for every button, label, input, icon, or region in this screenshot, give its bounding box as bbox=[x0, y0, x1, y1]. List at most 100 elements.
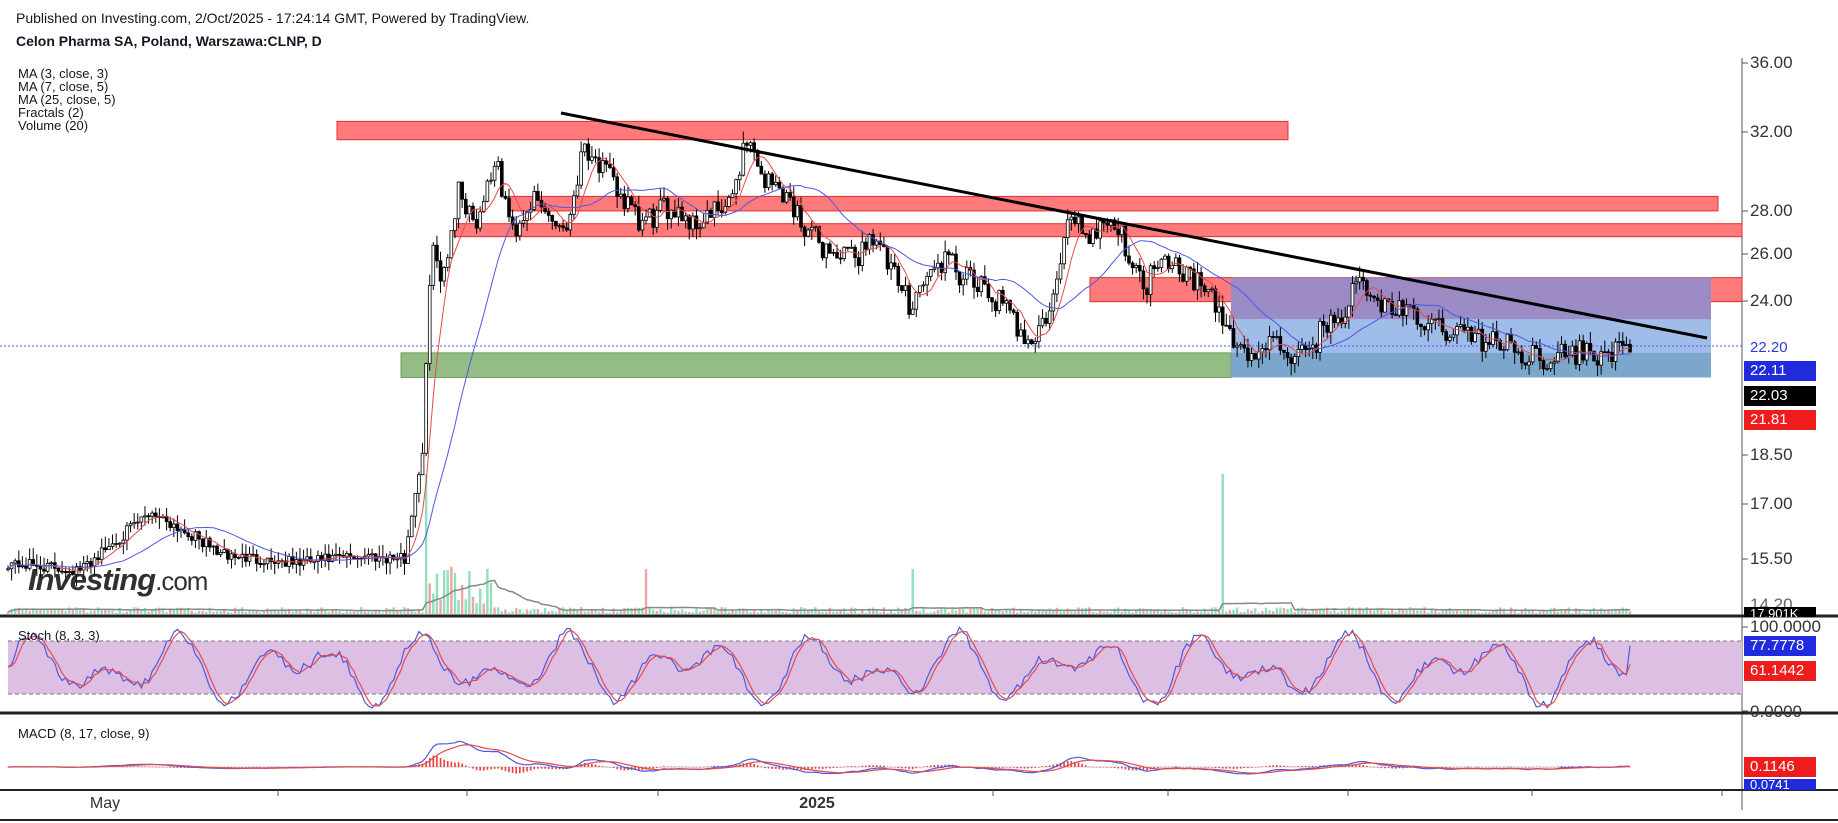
volume-bar bbox=[42, 609, 46, 614]
candle-body bbox=[168, 521, 173, 528]
macd-hist-bar bbox=[147, 766, 150, 768]
volume-bar bbox=[994, 610, 997, 614]
macd-hist-bar bbox=[756, 765, 759, 767]
macd-hist-bar bbox=[1200, 767, 1202, 768]
volume-bar bbox=[713, 607, 716, 614]
volume-bar bbox=[990, 607, 994, 614]
volume-bar bbox=[334, 610, 338, 614]
volume-bar bbox=[1581, 612, 1585, 614]
candle-body bbox=[1473, 332, 1477, 343]
volume-bar bbox=[378, 610, 381, 614]
macd-hist-bar bbox=[497, 767, 500, 769]
volume-bar bbox=[770, 609, 774, 614]
candle-body bbox=[1336, 317, 1340, 324]
volume-bar bbox=[1192, 612, 1196, 614]
header-published: Published on Investing.com, 2/Oct/2025 -… bbox=[16, 10, 530, 26]
macd-hist-bar bbox=[1535, 766, 1538, 768]
macd-hist-bar bbox=[1459, 766, 1462, 768]
macd-hist-bar bbox=[839, 767, 842, 768]
volume-bar bbox=[980, 607, 983, 614]
candle-body bbox=[1437, 318, 1441, 320]
y-tick-24: 24.00 bbox=[1750, 291, 1793, 310]
macd-hist-bar bbox=[933, 765, 936, 767]
time-axis-ticks bbox=[277, 790, 1723, 796]
volume-bar bbox=[778, 608, 781, 614]
candle-body bbox=[114, 543, 118, 545]
candle-body bbox=[1058, 263, 1063, 280]
volume-bar bbox=[500, 611, 504, 614]
candle-body bbox=[6, 568, 10, 571]
volume-bar bbox=[414, 611, 417, 614]
volume-bar bbox=[1362, 609, 1365, 614]
candle-body bbox=[1116, 228, 1120, 236]
candle-body bbox=[1469, 326, 1474, 343]
macd-hist-bar bbox=[1499, 767, 1502, 768]
candle-body bbox=[1372, 295, 1376, 299]
volume-bar bbox=[367, 610, 370, 614]
volume-bar bbox=[1538, 611, 1542, 614]
candle-body bbox=[67, 571, 72, 574]
candle-body bbox=[1069, 216, 1074, 221]
macd-hist-bar bbox=[522, 767, 525, 773]
candle-body bbox=[1156, 267, 1160, 270]
candle-body bbox=[1339, 317, 1344, 324]
macd-hist-bar bbox=[1041, 766, 1044, 767]
volume-bar bbox=[316, 608, 320, 614]
volume-bar bbox=[60, 609, 64, 614]
macd-hist-bar bbox=[475, 767, 478, 771]
volume-bar bbox=[1423, 607, 1426, 614]
candle-body bbox=[435, 244, 439, 262]
trendline bbox=[560, 111, 1708, 340]
volume-bar bbox=[1390, 609, 1394, 614]
volume-bar bbox=[961, 607, 965, 614]
macd-hist-bar bbox=[1481, 767, 1484, 768]
macd-hist-bar bbox=[893, 767, 896, 768]
candle-body bbox=[226, 549, 230, 560]
volume-bar bbox=[453, 572, 457, 614]
volume-bar bbox=[875, 608, 878, 614]
candle-body bbox=[103, 547, 108, 551]
volume-bar bbox=[1599, 608, 1603, 614]
volume-bar bbox=[475, 602, 478, 614]
volume-bar bbox=[114, 612, 118, 614]
macd-hist-bar bbox=[825, 767, 828, 769]
candle-body bbox=[453, 218, 457, 232]
macd-hist-bar bbox=[637, 767, 640, 771]
macd-hist-bar bbox=[1102, 767, 1105, 768]
volume-bar bbox=[734, 610, 738, 614]
macd-hist-bar bbox=[648, 767, 651, 769]
volume-bar bbox=[1398, 608, 1401, 614]
candle-body bbox=[1617, 340, 1621, 343]
candle-body bbox=[233, 553, 237, 558]
volume-bar bbox=[1163, 609, 1167, 614]
candle-body bbox=[1051, 293, 1056, 312]
macd-hist-bar bbox=[1441, 767, 1444, 768]
macd-hist-bar bbox=[1175, 766, 1177, 767]
volume-bar bbox=[785, 612, 788, 614]
candle-body bbox=[748, 142, 753, 146]
volume-bar bbox=[230, 612, 233, 614]
macd-hist-bar bbox=[706, 766, 709, 767]
volume-bar bbox=[915, 610, 918, 614]
candle-body bbox=[1224, 324, 1229, 327]
candle-body bbox=[1040, 317, 1045, 327]
candle-body bbox=[1083, 232, 1088, 236]
macd-hist-bar bbox=[1236, 767, 1238, 769]
macd-hist-bar bbox=[443, 759, 445, 767]
candle-body bbox=[125, 525, 129, 541]
candle-body bbox=[1523, 362, 1528, 366]
candle-body bbox=[655, 209, 659, 228]
macd-hist-bar bbox=[1160, 767, 1163, 768]
candle-body bbox=[406, 536, 410, 564]
volume-bar bbox=[46, 609, 49, 614]
macd-hist-bar bbox=[674, 766, 676, 768]
volume-bar bbox=[587, 611, 590, 614]
candle-body bbox=[543, 206, 547, 213]
candle-body bbox=[1534, 345, 1539, 349]
macd-hist-bar bbox=[1517, 767, 1520, 768]
macd-hist-bar bbox=[890, 767, 892, 768]
macd-hist-bar bbox=[1164, 766, 1166, 768]
candle-body bbox=[500, 161, 504, 197]
volume-bar bbox=[1196, 611, 1199, 614]
